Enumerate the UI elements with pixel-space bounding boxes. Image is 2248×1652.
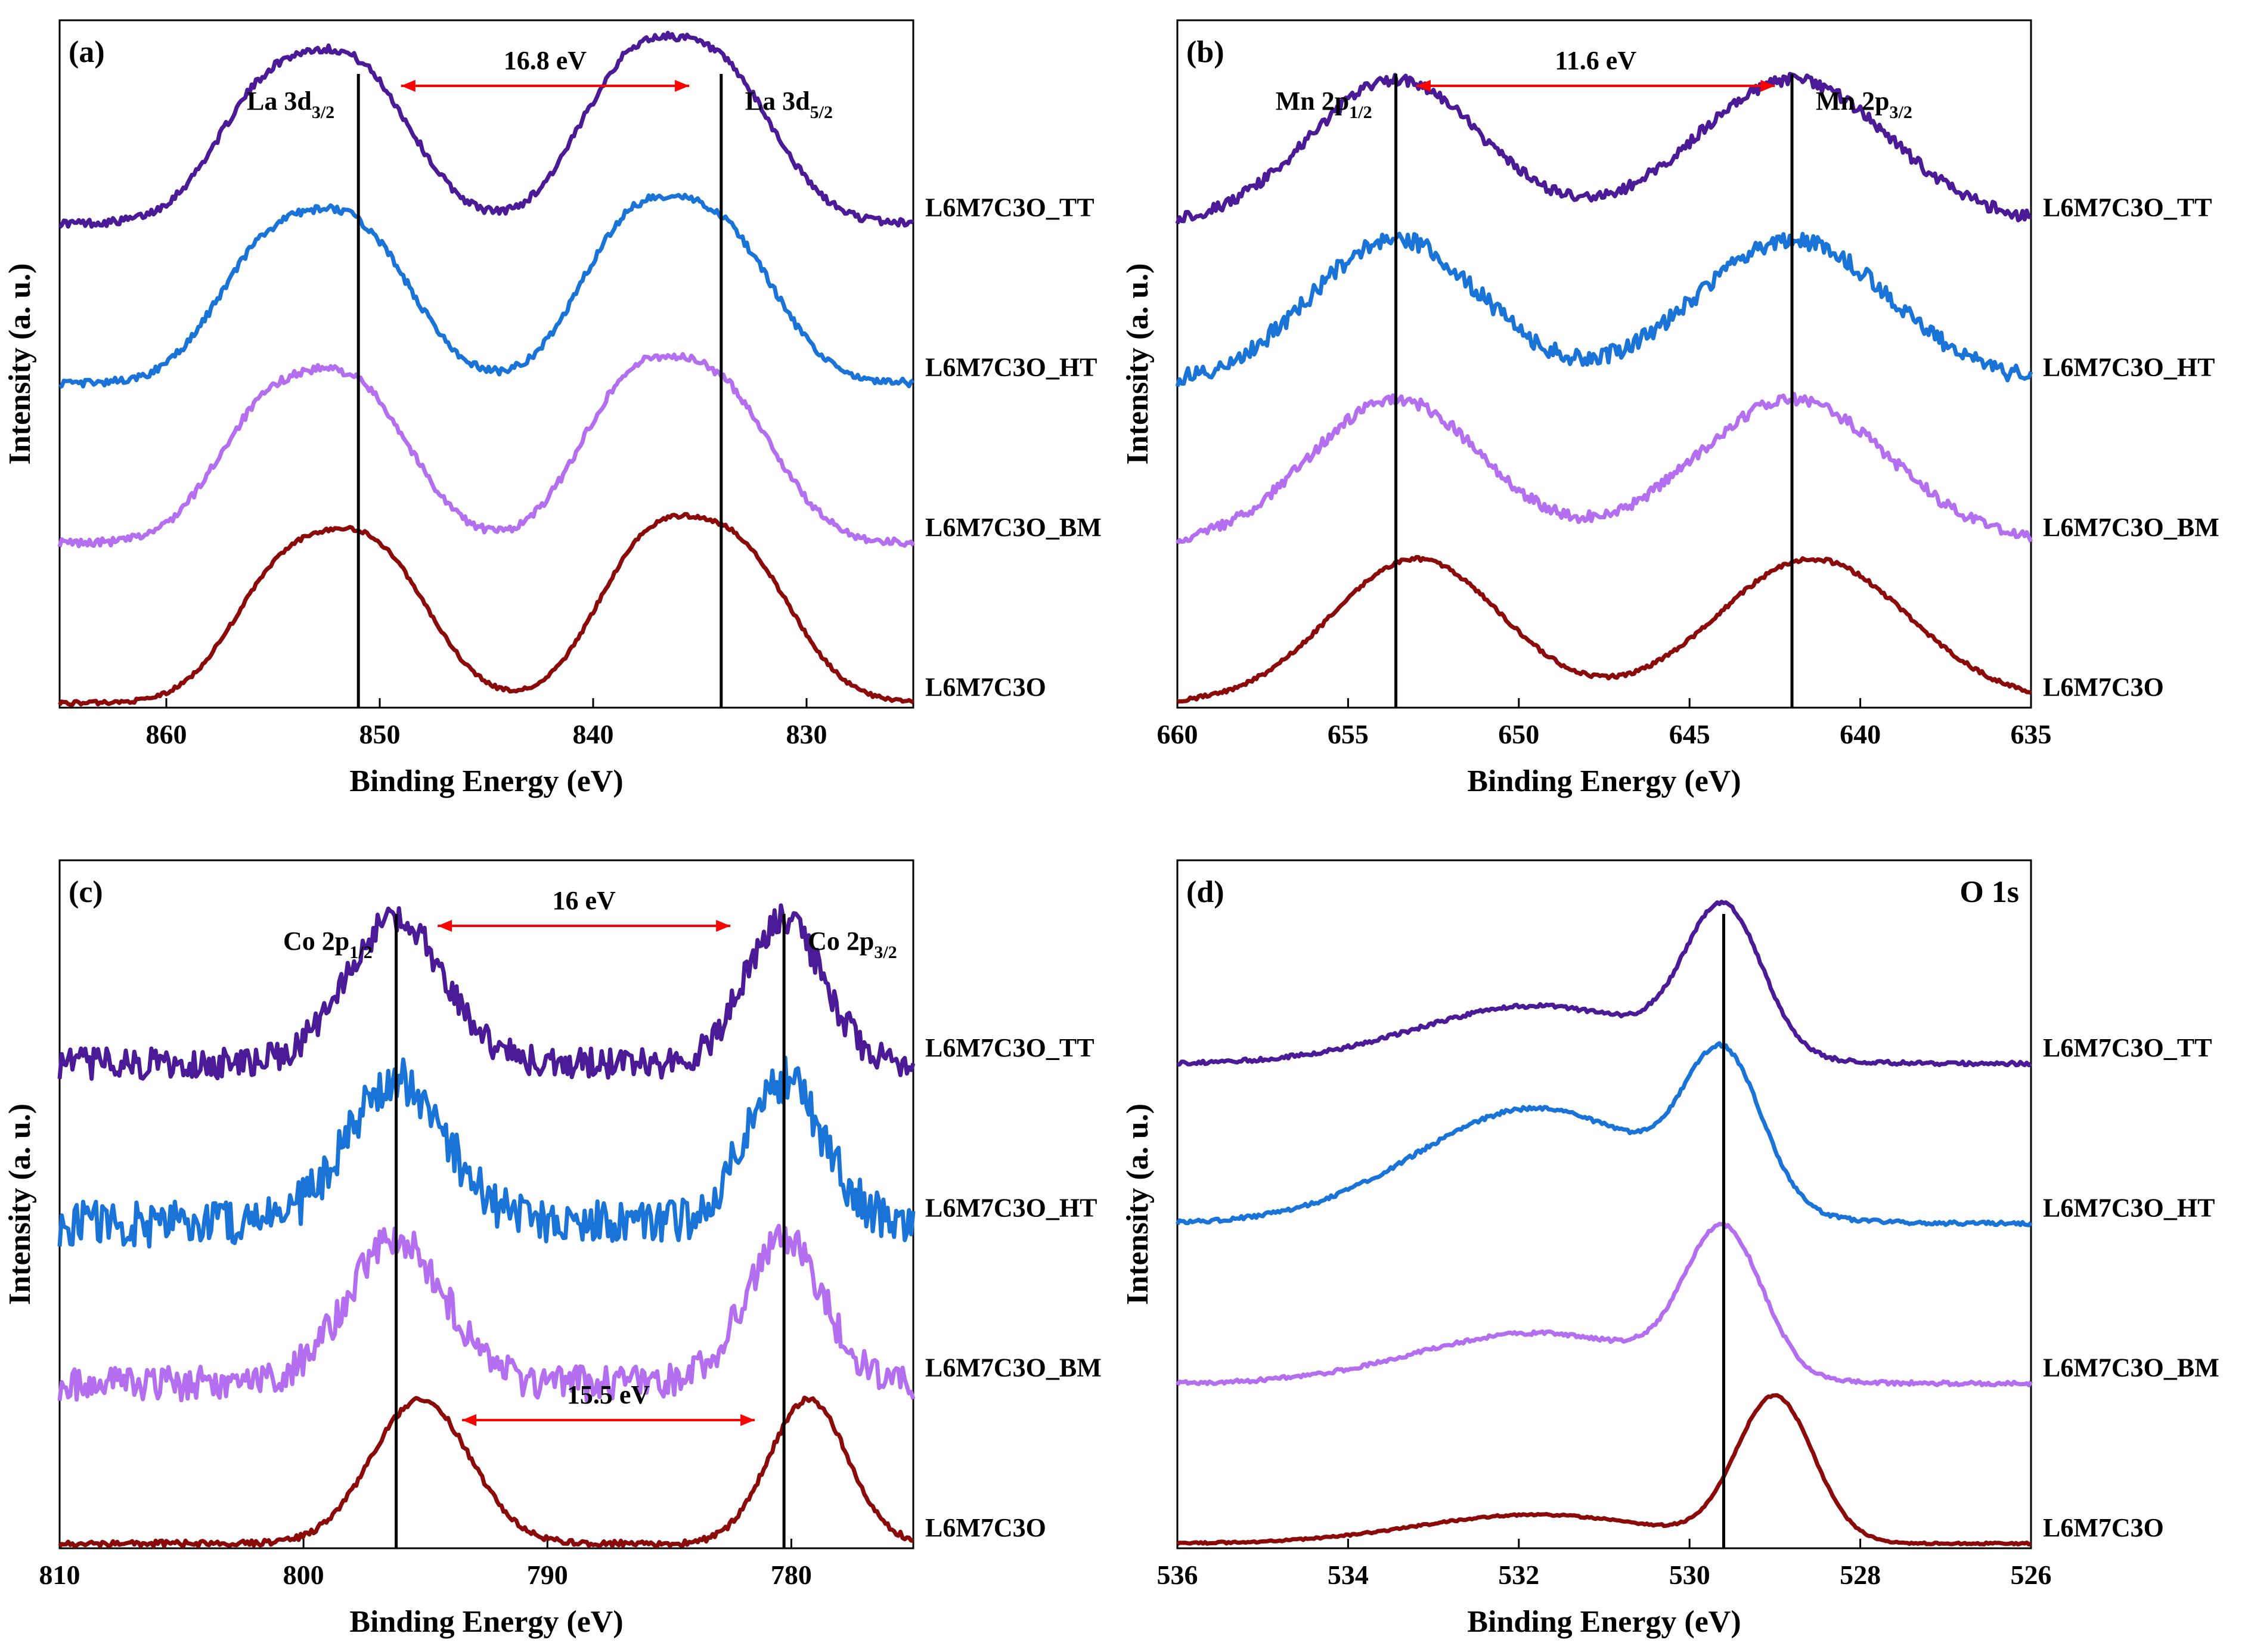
x-axis-title: Binding Energy (eV)	[349, 1605, 623, 1639]
series-label: L6M7C3O	[925, 672, 1046, 702]
x-axis-title: Binding Energy (eV)	[1467, 764, 1741, 798]
series-line-L6M7C3O_TT	[1177, 900, 2032, 1068]
x-tick-label: 650	[1498, 719, 1539, 749]
series-line-L6M7C3O	[1176, 554, 2032, 704]
panel-label: (c)	[69, 875, 103, 909]
energy-gap-arrow-head	[1416, 80, 1431, 92]
series-label: L6M7C3O_HT	[2043, 1193, 2215, 1222]
x-tick-label: 810	[39, 1560, 80, 1590]
series-label: L6M7C3O_HT	[925, 1193, 1097, 1222]
series-label: L6M7C3O_HT	[925, 353, 1097, 382]
series-line-L6M7C3O_BM	[57, 1223, 916, 1403]
series-line-L6M7C3O	[1176, 1393, 2032, 1546]
panel-label: (d)	[1186, 875, 1224, 909]
series-line-L6M7C3O_BM	[1176, 392, 2033, 545]
x-tick-label: 800	[283, 1560, 324, 1590]
series-line-L6M7C3O_HT	[1175, 231, 2033, 388]
energy-gap-arrow-head	[716, 920, 731, 932]
series-line-L6M7C3O_TT	[57, 903, 916, 1081]
x-tick-label: 530	[1669, 1560, 1710, 1590]
series-label: L6M7C3O_BM	[925, 1353, 1102, 1383]
panel-c: 810 800 790 780 Binding Energy (eV) Intensity…	[3, 859, 1102, 1639]
x-axis-title: Binding Energy (eV)	[1467, 1605, 1741, 1639]
peak-label: Co 2p3/2	[808, 926, 897, 962]
energy-gap-arrow-head	[401, 80, 416, 92]
series-label: L6M7C3O_BM	[2043, 513, 2219, 542]
series-line-L6M7C3O_HT	[1175, 1041, 2033, 1228]
y-axis-title: Intensity (a. u.)	[3, 263, 37, 464]
energy-gap-arrow-lower-label: 15.5 eV	[567, 1380, 650, 1409]
panel-label: (b)	[1186, 35, 1224, 69]
x-tick-label: 536	[1157, 1560, 1198, 1590]
plot-frame	[58, 19, 914, 709]
x-tick-label: 840	[573, 719, 614, 749]
peak-label: Co 2p1/2	[283, 926, 373, 962]
x-tick-label: 860	[146, 719, 187, 749]
panel-b: 660 655 650 645 640 635 Binding Energy (eV) Int…	[1121, 19, 2219, 798]
x-tick-label: 790	[527, 1560, 568, 1590]
series-line-L6M7C3O_TT	[58, 30, 914, 229]
x-tick-label: 532	[1498, 1560, 1539, 1590]
series-label: L6M7C3O_BM	[2043, 1353, 2219, 1383]
x-tick-label: 645	[1669, 719, 1710, 749]
y-axis-title: Intensity (a. u.)	[1121, 1104, 1155, 1305]
x-axis-title: Binding Energy (eV)	[349, 764, 623, 798]
energy-gap-arrow-head	[1760, 80, 1775, 92]
series-line-L6M7C3O_HT	[58, 193, 914, 389]
x-tick-label: 528	[1840, 1560, 1881, 1590]
energy-gap-arrow-label: 11.6 eV	[1555, 46, 1636, 75]
x-tick-label: 534	[1328, 1560, 1369, 1590]
series-label: L6M7C3O_TT	[925, 1033, 1094, 1062]
energy-gap-arrow-head	[675, 80, 690, 92]
x-tick-label: 526	[2011, 1560, 2052, 1590]
y-axis-title: Intensity (a. u.)	[1121, 263, 1155, 464]
series-line-L6M7C3O_TT	[1175, 72, 2032, 225]
peak-label: La 3d3/2	[247, 86, 334, 122]
panel-label: (a)	[69, 35, 105, 69]
x-tick-label: 660	[1157, 719, 1198, 749]
x-tick-label: 830	[786, 719, 827, 749]
plot-frame	[1176, 859, 2032, 1549]
energy-gap-arrow-lower-head	[740, 1414, 755, 1426]
plot-frame	[1176, 19, 2032, 709]
x-tick-label: 850	[359, 719, 401, 749]
energy-gap-arrow-label: 16.8 eV	[504, 46, 587, 75]
x-tick-label: 635	[2011, 719, 2052, 749]
series-label: L6M7C3O_TT	[925, 193, 1094, 222]
series-label: L6M7C3O_HT	[2043, 353, 2215, 382]
panel-d: 536 534 532 530 528 526 Binding Energy (eV) Int…	[1121, 859, 2219, 1639]
x-tick-label: 780	[771, 1560, 812, 1590]
y-axis-title: Intensity (a. u.)	[3, 1104, 37, 1305]
series-label: L6M7C3O	[925, 1513, 1046, 1542]
series-label: L6M7C3O	[2043, 672, 2164, 702]
energy-gap-arrow-label: 16 eV	[553, 886, 616, 915]
series-label: L6M7C3O_TT	[2043, 1033, 2212, 1062]
energy-gap-arrow-head	[438, 920, 452, 932]
energy-gap-arrow-lower-head	[462, 1414, 477, 1426]
x-tick-label: 640	[1840, 719, 1881, 749]
series-line-L6M7C3O_HT	[57, 1055, 916, 1249]
series-line-L6M7C3O_BM	[57, 352, 916, 548]
panel-a: 860 850 840 830 Binding Energy (eV) Intensity…	[3, 19, 1102, 798]
series-label: L6M7C3O	[2043, 1513, 2164, 1542]
series-line-L6M7C3O	[58, 1395, 914, 1549]
series-label: L6M7C3O_BM	[925, 513, 1102, 542]
peak-label: La 3d5/2	[745, 86, 833, 122]
plot-frame	[58, 859, 914, 1549]
series-line-L6M7C3O	[58, 512, 914, 707]
panel-title: O 1s	[1959, 875, 2019, 909]
x-tick-label: 655	[1328, 719, 1369, 749]
series-label: L6M7C3O_TT	[2043, 193, 2212, 222]
series-line-L6M7C3O_BM	[1176, 1221, 2033, 1388]
